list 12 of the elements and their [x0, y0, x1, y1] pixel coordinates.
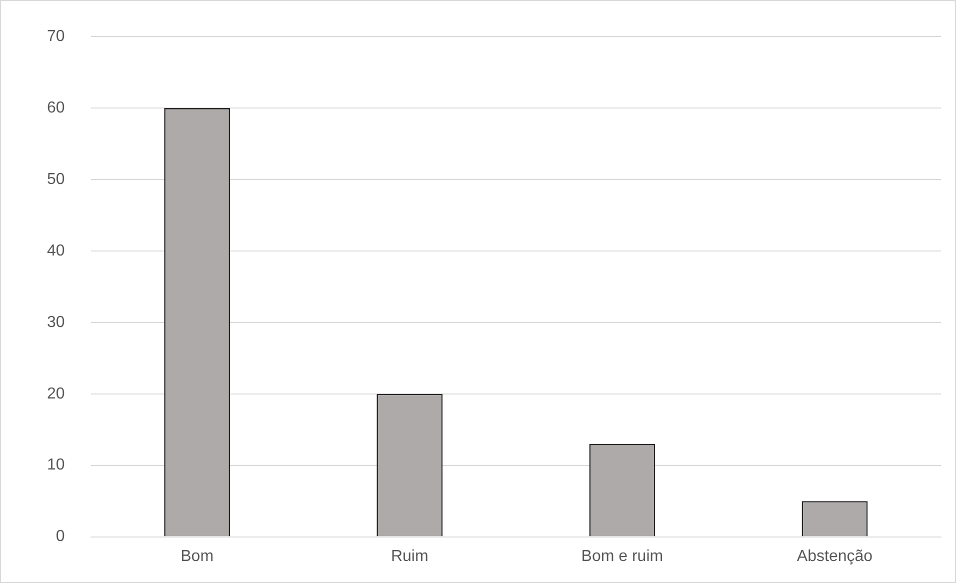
y-tick-label: 0: [56, 528, 65, 546]
y-tick-label: 20: [47, 385, 65, 402]
y-tick-label: 60: [47, 99, 65, 116]
y-tick-label: 40: [47, 242, 65, 260]
y-tick-label: 70: [47, 28, 65, 46]
x-tick-label: Bom: [180, 548, 214, 565]
x-tick-label: Abstenção: [796, 548, 873, 565]
x-tick-label: Ruim: [390, 548, 428, 565]
y-tick-label: 30: [47, 314, 65, 331]
y-tick-label: 10: [47, 456, 65, 474]
x-tick-label: Bom e ruim: [581, 548, 664, 565]
y-tick-label: 50: [47, 170, 65, 188]
